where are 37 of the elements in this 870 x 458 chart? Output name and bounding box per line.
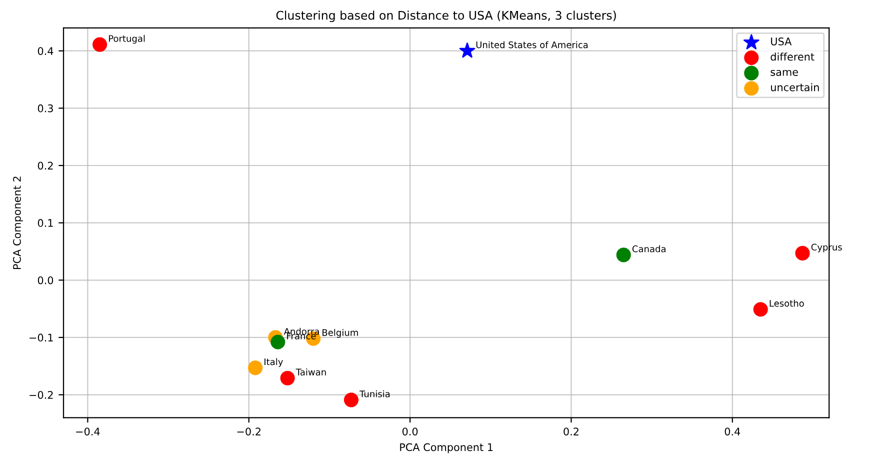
- x-tick-label: −0.2: [237, 428, 260, 436]
- point: [344, 392, 358, 408]
- y-tick-label: 0.4: [38, 47, 54, 55]
- annotation: Italy: [264, 358, 283, 367]
- annotation: Belgium: [322, 328, 358, 338]
- annotation: United States of America: [476, 41, 588, 48]
- y-tick-label: 0.1: [38, 219, 53, 227]
- x-tick-label: −0.4: [76, 428, 100, 436]
- point: [92, 37, 108, 52]
- annotation: Taiwan: [296, 368, 326, 376]
- chart-title: Clustering based on Distance to USA (KMeans, 3 clusters): [276, 10, 616, 22]
- legend-label: uncertain: [771, 83, 819, 92]
- y-tick-label: −0.1: [30, 334, 53, 342]
- x-tick-label: 0.0: [402, 428, 418, 436]
- y-tick-label: 0.3: [38, 104, 53, 112]
- point: [616, 248, 631, 262]
- x-tick-label: 0.2: [564, 428, 578, 436]
- y-axis-title: PCA Component 2: [13, 176, 23, 269]
- point: [248, 360, 263, 376]
- legend-label: same: [770, 70, 798, 76]
- point: [459, 42, 476, 58]
- point: [795, 246, 810, 260]
- y-tick-label: 0.0: [38, 276, 54, 284]
- point: [270, 334, 286, 350]
- y-tick-label: −0.2: [30, 390, 53, 399]
- point: [280, 370, 295, 386]
- x-axis-title: PCA Component 1: [400, 443, 493, 454]
- legend-label: USA: [771, 37, 792, 46]
- legend-label: different: [770, 52, 814, 61]
- y-tick-label: 0.2: [38, 162, 53, 170]
- annotation: Tunisia: [360, 390, 390, 398]
- annotation: Andorra: [284, 328, 319, 335]
- point: [753, 302, 768, 317]
- annotation: Lesotho: [770, 300, 804, 307]
- annotation: Portugal: [108, 34, 145, 44]
- annotation: Canada: [632, 245, 666, 252]
- x-tick-label: 0.4: [724, 428, 740, 436]
